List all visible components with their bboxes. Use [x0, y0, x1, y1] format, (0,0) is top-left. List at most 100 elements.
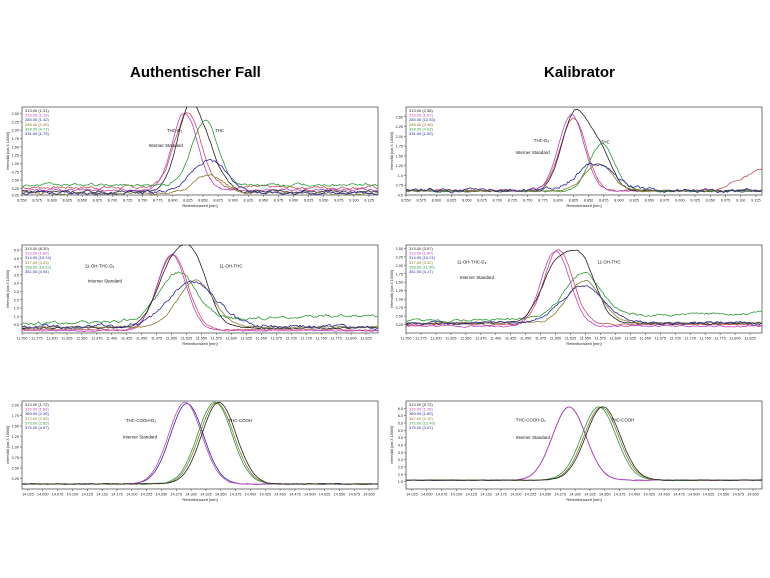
x-tick-label: 11.700	[286, 337, 297, 341]
y-tick-label: 6.0	[398, 414, 403, 418]
y-tick-label: 0.50	[12, 467, 19, 471]
y-tick-label: 0.75	[396, 184, 403, 188]
x-tick-label: 14.600	[747, 493, 759, 497]
chart-p3: 0.5 1.0 1.5 2.0 2.5 3.0 3.5 4.0 4.5 5.0 11.250 11.2…	[6, 244, 379, 346]
x-tick-label: 11.525	[565, 337, 576, 341]
x-tick-label: 8.550	[401, 199, 411, 203]
x-tick-label: 14.175	[495, 493, 507, 497]
x-tick-label: 11.500	[550, 337, 561, 341]
legend-entry: 313.00 (2.58)	[409, 108, 433, 113]
x-tick-label: 11.475	[151, 337, 162, 341]
series-line-0	[406, 271, 762, 323]
x-tick-label: 14.225	[141, 493, 153, 497]
x-tick-label: 14.550	[334, 493, 346, 497]
y-tick-label: 1.5	[14, 307, 19, 311]
x-tick-label: 11.800	[345, 337, 356, 341]
x-tick-label: 14.500	[688, 493, 700, 497]
peak-annotation: Interner Standard	[88, 278, 123, 283]
legend-entry: 361.00 (4.17)	[409, 269, 433, 274]
x-tick-label: 11.825	[360, 337, 371, 341]
legend-entry: 316.00 (1.66)	[25, 407, 49, 412]
x-tick-label: 14.350	[215, 493, 227, 497]
x-tick-label: 11.725	[685, 337, 696, 341]
x-tick-label: 14.075	[436, 493, 448, 497]
y-tick-label: 1.00	[12, 446, 19, 450]
x-tick-label: 14.525	[319, 493, 331, 497]
peak-annotation: THC	[601, 139, 610, 144]
legend-entry: 285.00 (1.42)	[25, 117, 49, 122]
x-axis-label: Retentionszeit [min]	[182, 497, 217, 502]
x-tick-label: 14.100	[67, 493, 79, 497]
x-tick-label: 11.825	[744, 337, 755, 341]
x-tick-label: 11.425	[121, 337, 132, 341]
y-tick-label: 2.00	[12, 129, 19, 133]
x-tick-label: 14.275	[170, 493, 182, 497]
series-group	[406, 249, 762, 328]
chart-panel-p2: 0.5 0.75 1.0 1.25 1.50 1.75 2.00 2.25 2.50 8.550 8…	[388, 103, 766, 215]
x-tick-label: 11.625	[625, 337, 636, 341]
x-tick-label: 8.700	[493, 199, 503, 203]
series-line-3	[22, 245, 378, 330]
x-tick-label: 9.100	[349, 199, 359, 203]
y-tick-label: 2.0	[398, 473, 403, 477]
peak-annotation: Interner Standard	[516, 150, 551, 155]
x-tick-label: 11.550	[196, 337, 207, 341]
x-tick-label: 14.300	[185, 493, 197, 497]
legend-entry: 316.00 (1.60)	[25, 251, 49, 256]
x-tick-label: 11.375	[91, 337, 102, 341]
y-tick-label: 0.25	[396, 323, 403, 327]
x-tick-label: 9.050	[319, 199, 329, 203]
y-tick-label: 4.0	[14, 265, 19, 269]
x-tick-label: 8.875	[599, 199, 609, 203]
x-tick-label: 8.800	[168, 199, 178, 203]
legend-entry: 317.00 (3.03)	[25, 260, 49, 265]
series-line-4	[406, 406, 762, 481]
peak-annotation: Interner Standard	[149, 143, 184, 148]
y-axis-label: Intensität [cps X 10000]	[6, 270, 10, 308]
x-tick-label: 11.725	[301, 337, 312, 341]
legend-entry: 316.00 (1.16)	[25, 113, 49, 118]
y-tick-label: 2.25	[396, 255, 403, 259]
x-tick-label: 11.650	[256, 337, 267, 341]
legend-entry: 369.00 (2.39)	[25, 411, 49, 416]
y-axis-label: Intensität [cps X 10000]	[390, 270, 394, 308]
y-tick-label: 1.00	[12, 162, 19, 166]
x-tick-label: 9.075	[721, 199, 731, 203]
peak-annotation: THC-D₃	[534, 138, 550, 143]
x-tick-label: 11.325	[445, 337, 456, 341]
x-tick-label: 14.425	[643, 493, 655, 497]
series-line-3	[22, 119, 378, 187]
y-tick-label: 1.25	[396, 289, 403, 293]
x-tick-label: 8.700	[108, 199, 118, 203]
x-tick-label: 14.375	[614, 493, 626, 497]
peak-annotation: 11-OH-THC	[597, 260, 620, 265]
y-tick-label: 2.50	[396, 247, 403, 251]
series-line-5	[406, 162, 762, 194]
heading-left: Authentischer Fall	[130, 64, 261, 81]
y-tick-label: 2.0	[14, 298, 19, 302]
x-tick-label: 11.575	[595, 337, 606, 341]
x-tick-label: 14.325	[584, 493, 596, 497]
x-tick-label: 11.250	[400, 337, 411, 341]
y-tick-label: 0.75	[396, 306, 403, 310]
chart-panel-p4: 0.25 0.50 0.75 1.00 1.25 1.50 1.75 2.00 2.25 2.50…	[388, 241, 766, 353]
y-tick-label: 0.5	[14, 323, 19, 327]
x-tick-label: 11.800	[729, 337, 740, 341]
legend-entry: 313.00 (1.72)	[25, 402, 49, 407]
y-tick-label: 1.0	[398, 174, 403, 178]
x-tick-label: 8.575	[32, 199, 42, 203]
x-tick-label: 11.500	[166, 337, 177, 341]
legend-entry: 316.00 (1.25)	[409, 407, 433, 412]
y-tick-label: 5.0	[14, 248, 19, 252]
legend-entry: 285.00 (12.53)	[409, 117, 436, 122]
y-axis-label: Intensität [cps X 10000]	[390, 132, 394, 170]
x-tick-label: 11.525	[181, 337, 192, 341]
x-tick-label: 8.900	[228, 199, 238, 203]
x-tick-label: 14.300	[569, 493, 581, 497]
y-tick-label: 5.5	[398, 422, 403, 426]
x-tick-label: 14.125	[81, 493, 93, 497]
series-line-0	[22, 112, 378, 191]
y-tick-label: 3.5	[398, 451, 403, 455]
x-tick-label: 9.075	[334, 199, 344, 203]
series-line-1	[22, 112, 378, 192]
